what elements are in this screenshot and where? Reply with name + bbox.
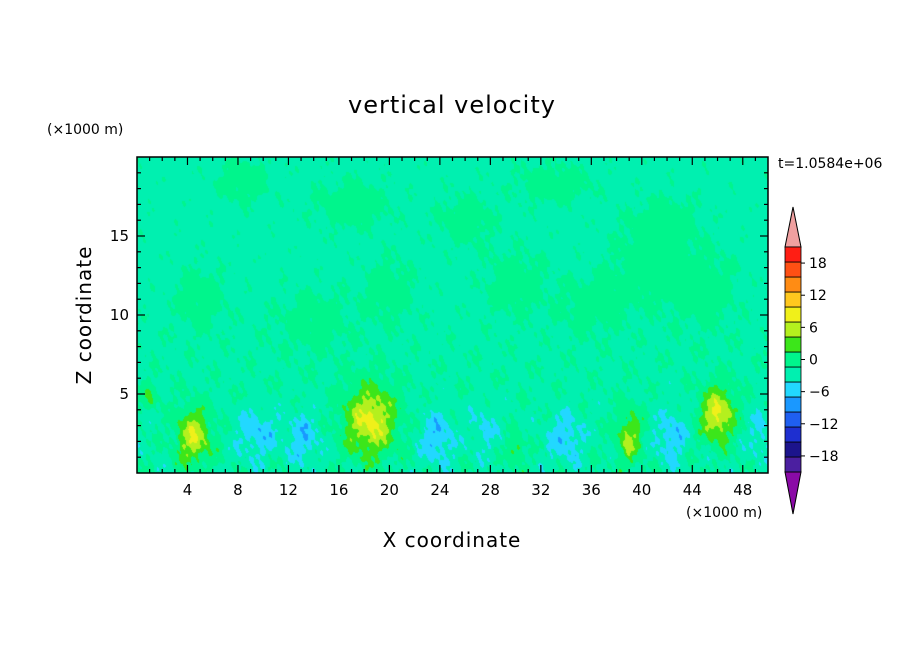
colorbar-label: 18: [809, 256, 827, 272]
x-tick-label: 20: [380, 481, 399, 499]
x-tick-label: 24: [430, 481, 449, 499]
colorbar-bin: [784, 306, 802, 323]
plot-area: [136, 156, 769, 474]
y-axis: 5 10 15: [110, 172, 768, 458]
colorbar-bin: [784, 336, 802, 353]
x-tick-label: 16: [329, 481, 348, 499]
colorbar-bin: [784, 396, 802, 413]
colorbar-label: −18: [809, 449, 839, 465]
x-tick-label: 32: [531, 481, 550, 499]
x-axis: 4 8 12 16 20 24 28 32 36 40 44 48: [149, 157, 756, 499]
y-tick-label: 5: [119, 385, 129, 403]
colorbar-over-triangle: [784, 206, 802, 248]
velocity-field: [137, 157, 768, 473]
time-label: t=1.0584e+06: [778, 156, 882, 172]
y-unit-label: (×1000 m): [47, 122, 123, 138]
colorbar-bin: [784, 321, 802, 338]
x-tick-label: 40: [632, 481, 651, 499]
x-tick-label: 44: [683, 481, 702, 499]
colorbar-bin: [784, 411, 802, 428]
x-tick-label: 36: [582, 481, 601, 499]
colorbar-bin: [784, 261, 802, 278]
x-tick-label: 28: [481, 481, 500, 499]
x-tick-label: 12: [279, 481, 298, 499]
colorbar-under-triangle: [784, 471, 802, 515]
colorbar-bin: [784, 426, 802, 443]
colorbar: −18 −12 −6 0 6 12 18: [784, 206, 839, 515]
x-axis-title: X coordinate: [383, 528, 522, 552]
colorbar-label: 6: [809, 320, 818, 336]
y-axis-title: Z coordinate: [72, 246, 96, 385]
colorbar-label: −6: [809, 385, 830, 401]
colorbar-bin: [784, 381, 802, 398]
chart-title: vertical velocity: [348, 91, 556, 119]
x-tick-label: 4: [183, 481, 193, 499]
colorbar-label: 0: [809, 353, 818, 369]
colorbar-bin: [784, 366, 802, 383]
colorbar-bin: [784, 456, 802, 473]
y-tick-label: 10: [110, 306, 129, 324]
colorbar-bin: [784, 276, 802, 293]
colorbar-bin: [784, 246, 802, 263]
x-unit-label: (×1000 m): [686, 505, 762, 521]
colorbar-bin: [784, 291, 802, 308]
colorbar-bin: [784, 441, 802, 458]
colorbar-label: −12: [809, 417, 839, 433]
x-tick-label: 48: [733, 481, 752, 499]
colorbar-bin: [784, 351, 802, 368]
y-tick-label: 15: [110, 227, 129, 245]
x-tick-label: 8: [233, 481, 243, 499]
colorbar-label: 12: [809, 288, 827, 304]
